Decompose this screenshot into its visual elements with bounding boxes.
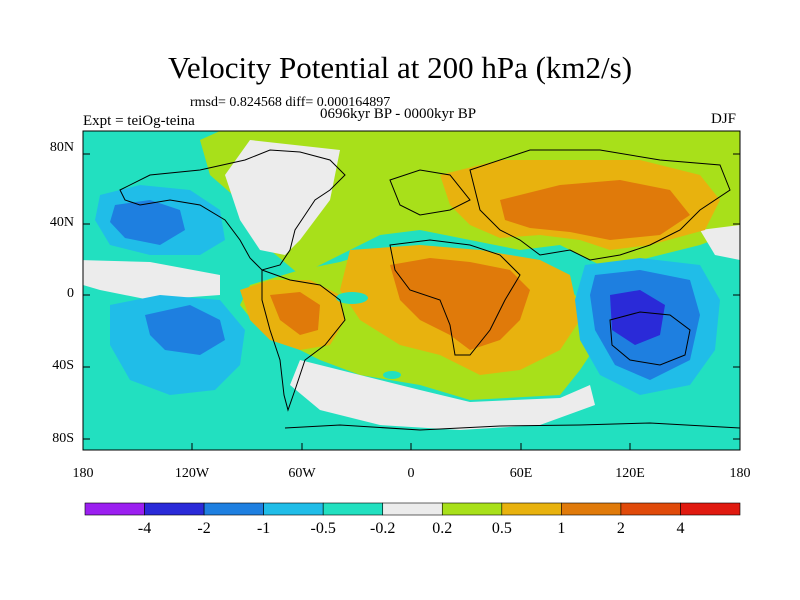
colorbar-tick-label: 0.5 [491, 520, 512, 537]
period-label: 0696kyr BP - 0000kyr BP [320, 106, 477, 122]
colorbar-tick-label: 2 [616, 520, 625, 537]
x-tick-label: 120E [615, 466, 645, 481]
east-neutral-zone [700, 225, 740, 260]
colorbar-tick-label: 1 [557, 520, 566, 537]
stats-text: rmsd= 0.824568 diff= 0.000164897 [190, 95, 391, 110]
colorbar-swatch [561, 502, 622, 516]
colorbar-tick-label: -2 [197, 520, 211, 537]
south-atlantic-patch [383, 371, 401, 379]
colorbar-tick-label: -0.2 [370, 520, 396, 537]
colorbar-tick-label: -0.5 [310, 520, 336, 537]
map-title: Velocity Potential at 200 hPa (km2/s) [167, 50, 633, 85]
colorbar-tick-label: 4 [676, 520, 685, 537]
x-tick-label: 60W [288, 466, 316, 481]
y-tick-label: 0 [67, 286, 74, 301]
colorbar-swatch [501, 502, 562, 516]
colorbar-swatch [441, 502, 503, 516]
colorbar-tick-label: -4 [137, 520, 152, 537]
pacific-neutral-zone [83, 260, 220, 300]
maritime-core-zone [610, 290, 665, 345]
atlantic-patch [336, 292, 368, 304]
colorbar-swatch [620, 502, 681, 516]
y-tick-label: 80N [49, 140, 74, 155]
colorbar-swatch [382, 502, 443, 516]
north-america-neutral [225, 140, 340, 255]
north-pacific-min-zone [110, 200, 185, 245]
colorbar-swatch [680, 502, 741, 516]
x-tick-label: 180 [729, 466, 751, 481]
southern-neutral-zone [290, 360, 595, 430]
colorbar-swatch [84, 502, 145, 516]
x-tick-label: 60E [509, 466, 533, 481]
africa-max-zone [390, 258, 530, 350]
colorbar-swatch [144, 502, 205, 516]
coastlines [119, 149, 740, 431]
tick-marks [82, 153, 741, 450]
x-tick-label: 180 [72, 466, 94, 481]
x-tick-label: 0 [407, 466, 415, 481]
colorbar-swatch [263, 502, 324, 516]
colorbar [84, 502, 741, 516]
experiment-label: Expt = teiOg-teina [83, 113, 195, 129]
colorbar-swatch [203, 502, 264, 516]
colorbar-tick-label: 0.2 [432, 520, 453, 537]
colorbar-tick-label: -1 [256, 520, 271, 537]
y-tick-label: 40N [49, 215, 74, 230]
y-tick-label: 40S [52, 358, 74, 373]
contour-field [83, 131, 740, 450]
y-tick-label: 80S [52, 431, 74, 446]
south-america-max-zone [270, 292, 320, 335]
x-tick-label: 120W [174, 466, 210, 481]
season-label: DJF [711, 111, 737, 127]
asia-max-zone [500, 180, 690, 240]
south-pacific-min-zone [145, 305, 225, 355]
colorbar-swatch [322, 502, 384, 516]
